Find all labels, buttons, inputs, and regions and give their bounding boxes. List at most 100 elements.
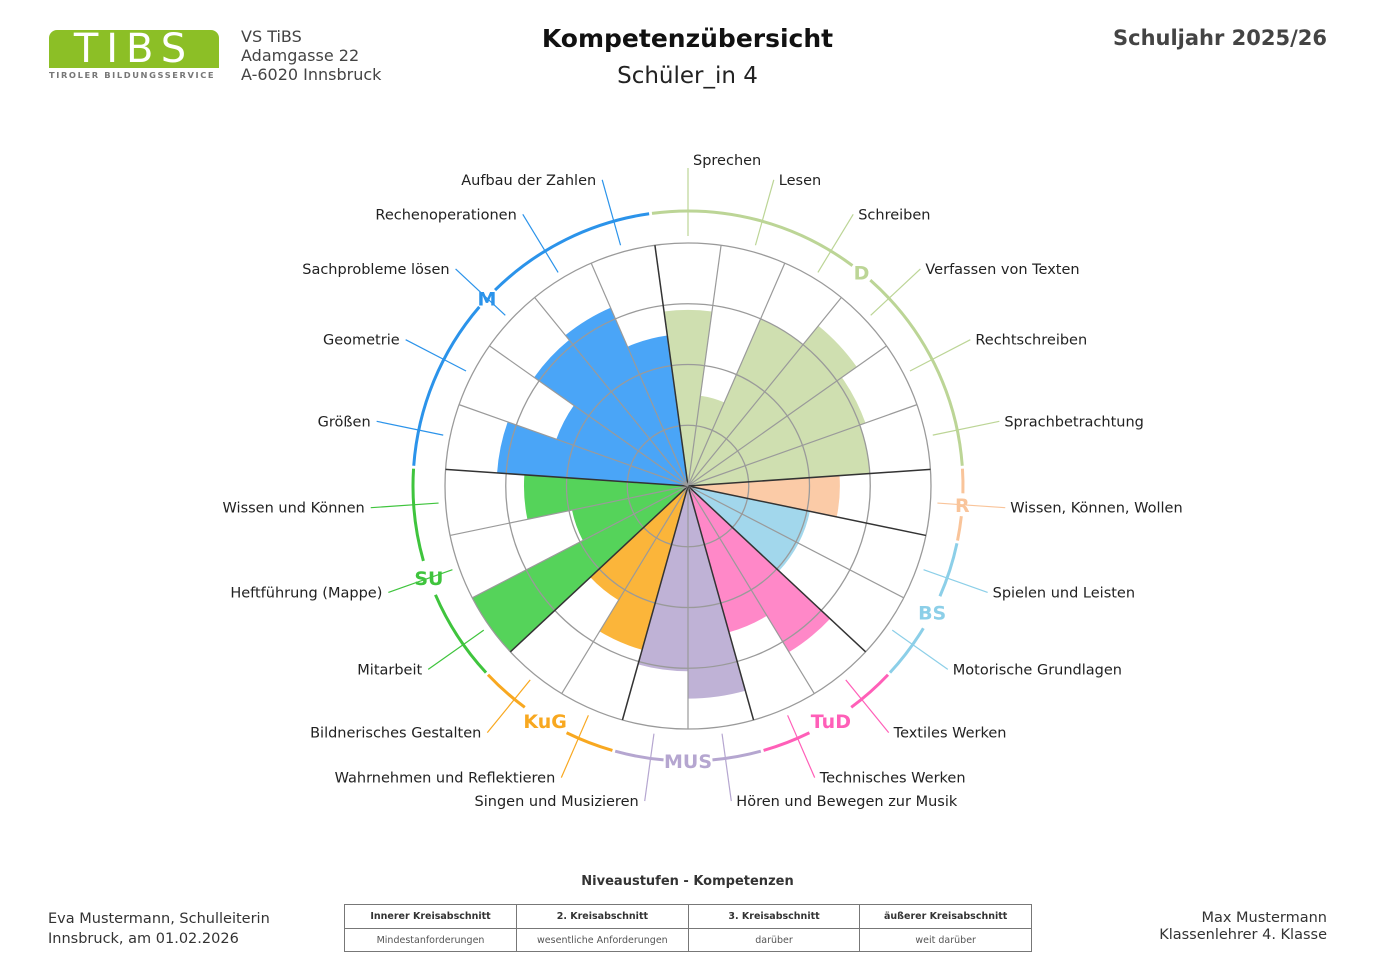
group-label: SU xyxy=(414,568,443,590)
label-leader-line xyxy=(486,679,531,734)
level-description: wesentliche Anforderungen xyxy=(516,928,689,952)
competence-label: Sachprobleme lösen xyxy=(302,262,449,278)
level-header: 3. Kreisabschnitt xyxy=(687,904,861,929)
group-arc xyxy=(651,209,854,267)
levels-table: Innerer Kreisabschnitt 2. Kreisabschnitt… xyxy=(343,904,1032,952)
legend-title: Niveaustufen - Kompetenzen xyxy=(581,874,794,889)
label-leader-line xyxy=(787,715,816,778)
bar-geometrie xyxy=(556,405,688,486)
group-label: M xyxy=(478,288,497,310)
competence-label: Sprachbetrachtung xyxy=(1004,414,1144,430)
group-arc xyxy=(850,673,890,709)
label-leader-line xyxy=(754,179,775,246)
bar-schreiben xyxy=(688,318,804,486)
group-arc xyxy=(888,627,925,674)
item-separator xyxy=(687,485,905,599)
bar-heftführung-mappe- xyxy=(572,486,688,541)
bar-textiles-werken xyxy=(688,486,831,653)
student-name: Schüler_in 4 xyxy=(617,63,758,89)
item-separator xyxy=(489,345,689,487)
bar-sprechen xyxy=(664,309,712,486)
item-separator xyxy=(687,345,887,487)
level-header: Innerer Kreisabschnitt xyxy=(343,904,518,929)
label-leader-line xyxy=(376,420,444,436)
label-leader-line xyxy=(891,629,949,670)
item-separator xyxy=(534,297,689,487)
bar-größen xyxy=(497,421,688,486)
competence-label: Wissen und Können xyxy=(223,501,365,517)
teacher-role: Klassenlehrer 4. Klasse xyxy=(1159,927,1327,943)
label-leader-line xyxy=(405,339,467,372)
teacher-name: Max Mustermann xyxy=(1201,910,1327,926)
label-leader-line xyxy=(427,629,485,670)
level-description: Mindestanforderungen xyxy=(343,928,518,952)
item-separator xyxy=(449,485,689,537)
competence-label: Wahrnehmen und Reflektieren xyxy=(335,771,556,787)
item-separator xyxy=(561,485,689,694)
group-separator xyxy=(687,485,927,537)
item-separator xyxy=(687,485,815,694)
competence-label: Rechenoperationen xyxy=(375,207,516,223)
competence-label: Motorische Grundlagen xyxy=(953,662,1122,678)
group-separator xyxy=(445,468,689,487)
group-arc xyxy=(712,749,762,762)
competence-label: Größen xyxy=(318,414,371,430)
competence-label: Hören und Bewegen zur Musik xyxy=(736,794,958,810)
bar-wahrnehmen-und-reflektieren xyxy=(599,486,688,650)
competence-label: Technisches Werken xyxy=(819,771,966,787)
group-arc xyxy=(763,731,811,752)
bar-bildnerisches-gestalten xyxy=(590,486,688,601)
item-separator xyxy=(687,297,842,487)
group-arc xyxy=(565,731,613,752)
page-title: Kompetenzübersicht xyxy=(541,24,834,53)
bar-rechtschreiben xyxy=(688,377,866,486)
school-city: A-6020 Innsbruck xyxy=(241,65,382,84)
group-arc xyxy=(869,278,964,466)
group-arc xyxy=(938,543,959,597)
principal-signature: Eva Mustermann, Schulleiterin xyxy=(48,911,270,927)
group-label: KuG xyxy=(523,711,567,733)
competence-label: Sprechen xyxy=(693,153,761,169)
logo-lettering: TIBS xyxy=(73,30,195,68)
level-description: darüber xyxy=(687,928,861,952)
group-arc xyxy=(486,673,526,709)
item-separator xyxy=(458,404,689,487)
logo: TIBS xyxy=(49,30,219,68)
label-leader-line xyxy=(721,733,732,802)
label-leader-line xyxy=(817,213,854,273)
group-separator xyxy=(654,245,689,487)
item-separator xyxy=(471,485,689,599)
group-label: D xyxy=(854,263,870,285)
bar-sprachbetrachtung xyxy=(688,424,870,486)
label-leader-line xyxy=(932,420,1000,436)
competence-label: Textiles Werken xyxy=(893,726,1007,742)
item-separator xyxy=(590,262,689,487)
label-leader-line xyxy=(644,733,655,802)
group-separator xyxy=(687,485,755,721)
competence-label: Mitarbeit xyxy=(357,662,422,678)
label-leader-line xyxy=(601,179,622,246)
group-separator xyxy=(687,468,931,487)
competence-label: Lesen xyxy=(779,173,821,189)
group-arc xyxy=(411,468,425,562)
logo-subtitle: TIROLER BILDUNGSSERVICE xyxy=(49,70,216,80)
group-label: TuD xyxy=(811,711,851,733)
competence-label: Schreiben xyxy=(858,207,930,223)
group-arc xyxy=(493,212,650,292)
label-leader-line xyxy=(560,715,589,778)
group-label: BS xyxy=(918,603,946,625)
level-header: äußerer Kreisabschnitt xyxy=(859,904,1032,929)
bar-technisches-werken xyxy=(688,486,767,633)
group-separator xyxy=(687,485,867,653)
bar-wissen-können-wollen xyxy=(688,475,840,517)
label-leader-line xyxy=(388,569,453,594)
bar-sachprobleme-lösen xyxy=(534,339,688,486)
bar-wissen-und-können xyxy=(523,474,688,520)
label-leader-line xyxy=(522,213,559,273)
competence-label: Geometrie xyxy=(323,333,400,349)
competence-label: Aufbau der Zahlen xyxy=(461,173,596,189)
label-leader-line xyxy=(909,339,971,372)
competence-label: Verfassen von Texten xyxy=(925,262,1079,278)
group-arc xyxy=(956,516,963,541)
school-year: Schuljahr 2025/26 xyxy=(1113,26,1327,50)
